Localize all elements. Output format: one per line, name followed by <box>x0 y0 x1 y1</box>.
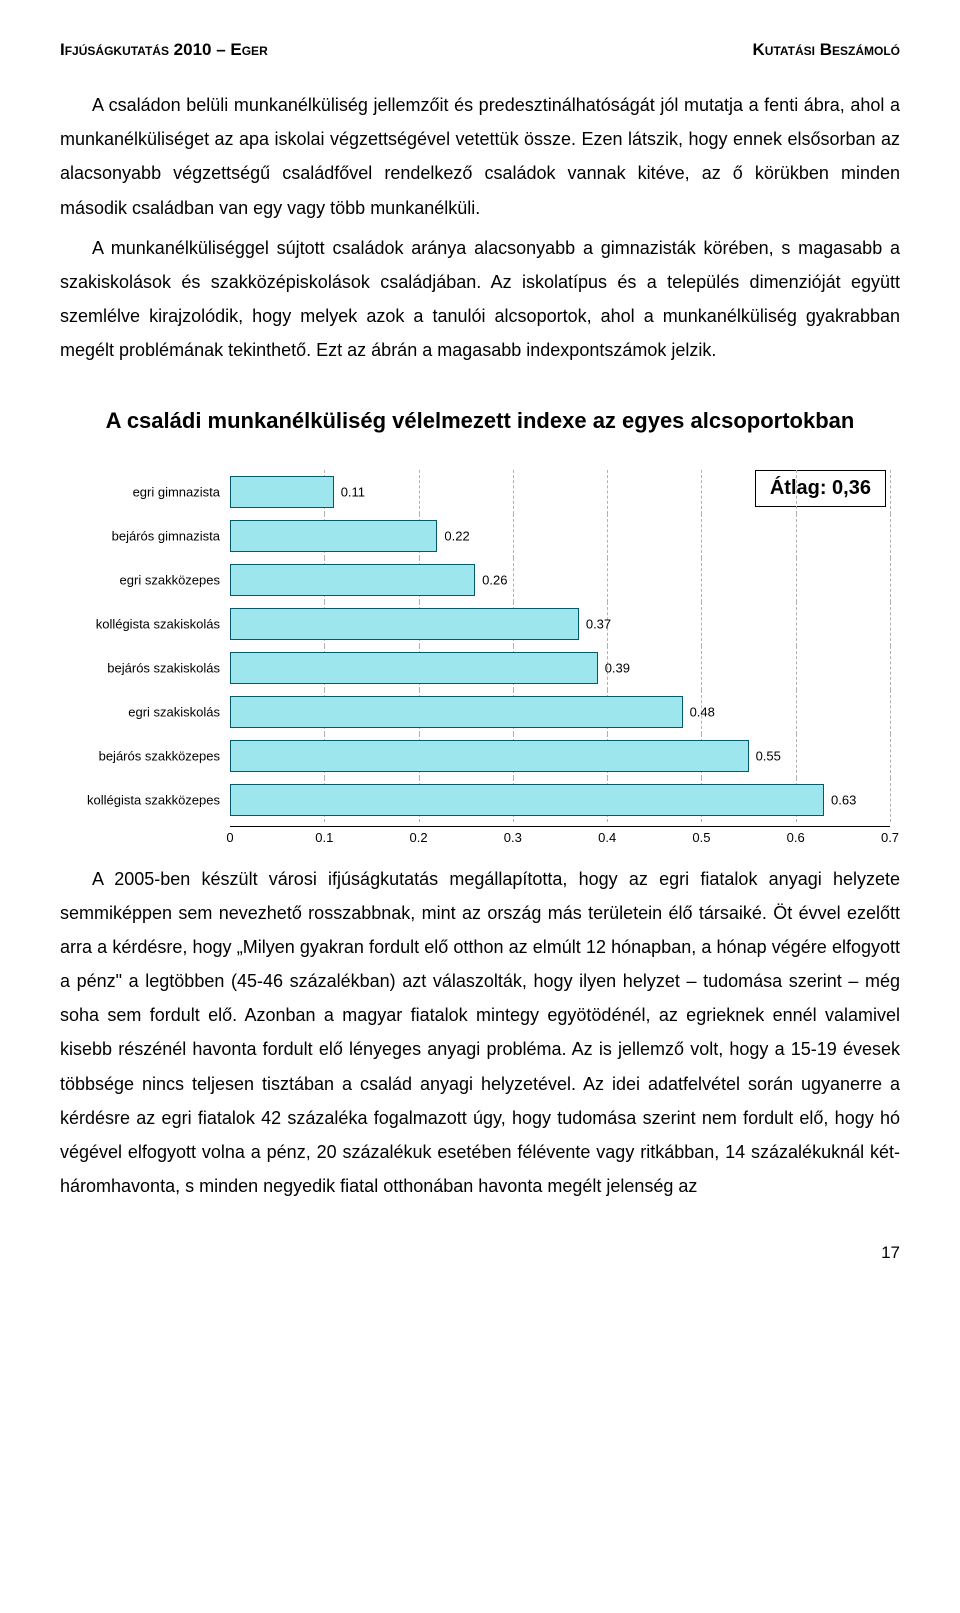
page-number: 17 <box>60 1243 900 1263</box>
gridline <box>796 734 797 778</box>
gridline <box>890 734 891 778</box>
gridline <box>890 690 891 734</box>
paragraph-2: A munkanélküliséggel sújtott családok ar… <box>60 231 900 368</box>
gridline <box>796 690 797 734</box>
axis-tick: 0.5 <box>692 830 710 845</box>
gridline <box>796 514 797 558</box>
bar-row: bejárós gimnazista0.22 <box>230 518 890 554</box>
bar-row: kollégista szakközepes0.63 <box>230 782 890 818</box>
paragraph-3: A 2005-ben készült városi ifjúságkutatás… <box>60 862 900 1204</box>
bar-label: bejárós szakközepes <box>60 748 220 763</box>
gridline <box>607 470 608 514</box>
bar-label: egri szakközepes <box>60 572 220 587</box>
page-header: Ifjúságkutatás 2010 – Eger Kutatási Besz… <box>60 40 900 60</box>
bar-fill: 0.22 <box>230 520 437 552</box>
bar-row: kollégista szakiskolás0.37 <box>230 606 890 642</box>
bar-fill: 0.48 <box>230 696 683 728</box>
axis-line <box>230 826 890 827</box>
gridline <box>890 778 891 822</box>
header-left: Ifjúságkutatás 2010 – Eger <box>60 40 268 60</box>
bar-row: egri szakközepes0.26 <box>230 562 890 598</box>
gridline <box>513 470 514 514</box>
gridline <box>701 558 702 602</box>
gridline <box>890 558 891 602</box>
gridline <box>890 602 891 646</box>
bar-label: egri szakiskolás <box>60 704 220 719</box>
gridline <box>701 646 702 690</box>
bar-track: 0.22 <box>230 518 890 554</box>
bar-row: bejárós szakiskolás0.39 <box>230 650 890 686</box>
axis-tick: 0.2 <box>410 830 428 845</box>
bar-label: egri gimnazista <box>60 484 220 499</box>
bar-track: 0.48 <box>230 694 890 730</box>
x-axis: 00.10.20.30.40.50.60.7 <box>230 826 890 850</box>
axis-tick: 0.4 <box>598 830 616 845</box>
bar-value: 0.48 <box>690 704 715 719</box>
bar-fill: 0.37 <box>230 608 579 640</box>
header-right: Kutatási Beszámoló <box>753 40 901 60</box>
axis-tick: 0.7 <box>881 830 899 845</box>
bar-fill: 0.26 <box>230 564 475 596</box>
gridline <box>701 470 702 514</box>
bar-fill: 0.63 <box>230 784 824 816</box>
gridline <box>890 470 891 514</box>
gridline <box>607 558 608 602</box>
gridline <box>796 470 797 514</box>
bar-track: 0.55 <box>230 738 890 774</box>
gridline <box>701 602 702 646</box>
paragraph-1: A családon belüli munkanélküliség jellem… <box>60 88 900 225</box>
bar-value: 0.22 <box>444 528 469 543</box>
bar-value: 0.39 <box>605 660 630 675</box>
bar-track: 0.63 <box>230 782 890 818</box>
bar-row: egri gimnazista0.11 <box>230 474 890 510</box>
gridline <box>419 470 420 514</box>
axis-tick: 0 <box>226 830 233 845</box>
bar-label: kollégista szakiskolás <box>60 616 220 631</box>
axis-tick: 0.6 <box>787 830 805 845</box>
gridline <box>890 646 891 690</box>
axis-tick: 0.1 <box>315 830 333 845</box>
gridline <box>513 558 514 602</box>
bar-fill: 0.55 <box>230 740 749 772</box>
bar-row: bejárós szakközepes0.55 <box>230 738 890 774</box>
gridline <box>796 602 797 646</box>
bar-track: 0.39 <box>230 650 890 686</box>
gridline <box>796 646 797 690</box>
bar-label: kollégista szakközepes <box>60 792 220 807</box>
chart-title: A családi munkanélküliség vélelmezett in… <box>60 408 900 434</box>
gridline <box>513 514 514 558</box>
bar-track: 0.26 <box>230 562 890 598</box>
bar-fill: 0.39 <box>230 652 598 684</box>
bar-value: 0.55 <box>756 748 781 763</box>
gridline <box>796 558 797 602</box>
bar-value: 0.11 <box>341 484 365 499</box>
gridline <box>890 514 891 558</box>
bar-value: 0.63 <box>831 792 856 807</box>
bar-value: 0.26 <box>482 572 507 587</box>
gridline <box>607 514 608 558</box>
bar-row: egri szakiskolás0.48 <box>230 694 890 730</box>
bar-chart: Átlag: 0,36 egri gimnazista0.11bejárós g… <box>60 474 900 850</box>
bar-label: bejárós gimnazista <box>60 528 220 543</box>
bar-label: bejárós szakiskolás <box>60 660 220 675</box>
axis-tick: 0.3 <box>504 830 522 845</box>
bar-fill: 0.11 <box>230 476 334 508</box>
bar-track: 0.37 <box>230 606 890 642</box>
bar-track: 0.11 <box>230 474 890 510</box>
gridline <box>701 514 702 558</box>
bars-container: egri gimnazista0.11 bejárós gimnazista0.2… <box>230 474 890 818</box>
bar-value: 0.37 <box>586 616 611 631</box>
